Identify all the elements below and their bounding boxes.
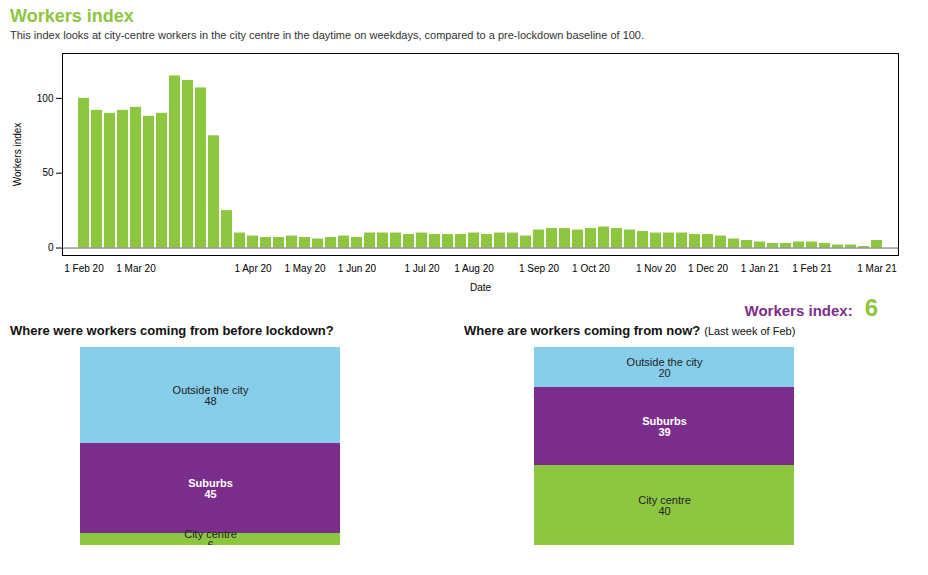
svg-text:1 Aug 20: 1 Aug 20 (454, 263, 494, 274)
svg-text:City centre6: City centre6 (184, 528, 237, 545)
svg-text:Workers index: Workers index (12, 123, 23, 187)
svg-text:1 Jul 20: 1 Jul 20 (404, 263, 439, 274)
svg-text:1 Apr 20: 1 Apr 20 (234, 263, 272, 274)
svg-text:1 Dec 20: 1 Dec 20 (688, 263, 728, 274)
html-text:Where were workers coming from: Where were workers coming from before lo… (10, 323, 334, 338)
svg-text:1 Feb 20: 1 Feb 20 (64, 263, 104, 274)
html-text:This index looks at city-centr: This index looks at city-centre workers … (10, 29, 644, 41)
svg-text:Outside the city48: Outside the city48 (173, 384, 249, 407)
svg-text:100: 100 (37, 93, 54, 104)
svg-text:Suburbs39: Suburbs39 (642, 415, 687, 438)
svg-text:Date: Date (470, 282, 492, 293)
html-text:Where are workers coming from: Where are workers coming from now? (Last… (464, 323, 796, 338)
svg-text:1 Mar 21: 1 Mar 21 (857, 263, 897, 274)
svg-text:1 Oct 20: 1 Oct 20 (572, 263, 610, 274)
svg-text:City centre40: City centre40 (638, 494, 691, 517)
svg-text:Suburbs45: Suburbs45 (188, 477, 233, 500)
svg-text:1 Mar 20: 1 Mar 20 (116, 263, 156, 274)
svg-text:50: 50 (42, 167, 54, 178)
svg-text:1 Nov 20: 1 Nov 20 (636, 263, 676, 274)
html-text:Workers index: Workers index (10, 6, 134, 26)
svg-text:1 Jun 20: 1 Jun 20 (338, 263, 377, 274)
html-text:6: 6 (864, 294, 878, 321)
svg-text:Outside the city20: Outside the city20 (627, 356, 703, 379)
svg-text:1 Sep 20: 1 Sep 20 (519, 263, 559, 274)
html-text:Workers index:: Workers index: (744, 302, 853, 319)
svg-text:1 Feb 21: 1 Feb 21 (792, 263, 832, 274)
svg-text:1 May 20: 1 May 20 (284, 263, 326, 274)
svg-text:1 Jan 21: 1 Jan 21 (741, 263, 780, 274)
svg-text:0: 0 (48, 242, 54, 253)
